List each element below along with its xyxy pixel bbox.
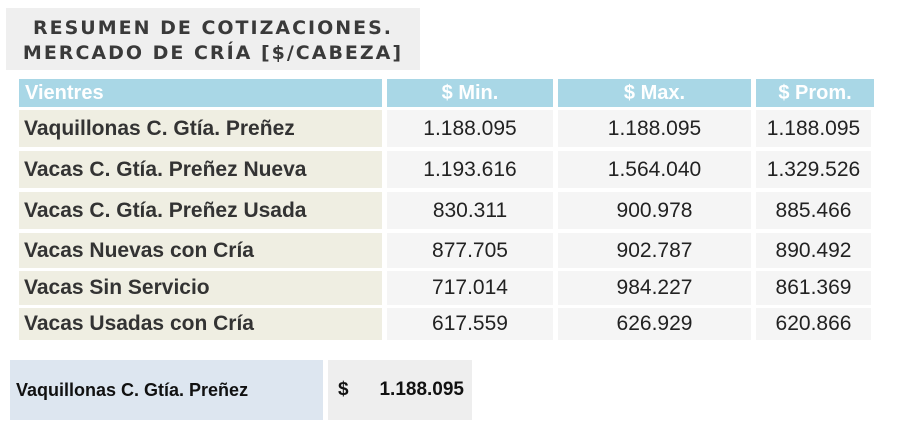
cell-max: 1.188.095 bbox=[558, 110, 751, 147]
cell-prom: 885.466 bbox=[756, 192, 871, 229]
cell-min: 1.193.616 bbox=[387, 151, 553, 188]
header-min: $ Min. bbox=[387, 79, 553, 107]
report-title: RESUMEN DE COTIZACIONES. MERCADO DE CRÍA… bbox=[6, 8, 420, 70]
cell-max: 984.227 bbox=[558, 271, 751, 305]
cell-max: 1.564.040 bbox=[558, 151, 751, 188]
row-label: Vacas Nuevas con Cría bbox=[19, 233, 382, 268]
cell-min: 830.311 bbox=[387, 192, 553, 229]
row-label: Vaquillonas C. Gtía. Preñez bbox=[19, 110, 382, 147]
header-vientres: Vientres bbox=[19, 79, 382, 107]
cell-prom: 861.369 bbox=[756, 271, 871, 305]
summary-value-box: $ 1.188.095 bbox=[328, 360, 472, 420]
title-line-1: RESUMEN DE COTIZACIONES. bbox=[32, 17, 394, 39]
header-prom: $ Prom. bbox=[756, 79, 874, 107]
header-max: $ Max. bbox=[558, 79, 751, 107]
row-label: Vacas Usadas con Cría bbox=[19, 308, 382, 340]
row-label: Vacas C. Gtía. Preñez Usada bbox=[19, 192, 382, 229]
summary-amount: 1.188.095 bbox=[379, 379, 464, 400]
cell-prom: 1.188.095 bbox=[756, 110, 871, 147]
cell-max: 626.929 bbox=[558, 308, 751, 340]
cell-max: 902.787 bbox=[558, 233, 751, 268]
cell-prom: 890.492 bbox=[756, 233, 871, 268]
cell-prom: 1.329.526 bbox=[756, 151, 871, 188]
cell-min: 717.014 bbox=[387, 271, 553, 305]
summary-currency: $ bbox=[338, 379, 349, 400]
title-line-2: MERCADO DE CRÍA [$/CABEZA] bbox=[22, 42, 404, 64]
cell-min: 1.188.095 bbox=[387, 110, 553, 147]
summary-label: Vaquillonas C. Gtía. Preñez bbox=[10, 360, 323, 420]
row-label: Vacas Sin Servicio bbox=[19, 271, 382, 305]
cell-min: 877.705 bbox=[387, 233, 553, 268]
cell-min: 617.559 bbox=[387, 308, 553, 340]
row-label: Vacas C. Gtía. Preñez Nueva bbox=[19, 151, 382, 188]
cell-prom: 620.866 bbox=[756, 308, 871, 340]
cell-max: 900.978 bbox=[558, 192, 751, 229]
